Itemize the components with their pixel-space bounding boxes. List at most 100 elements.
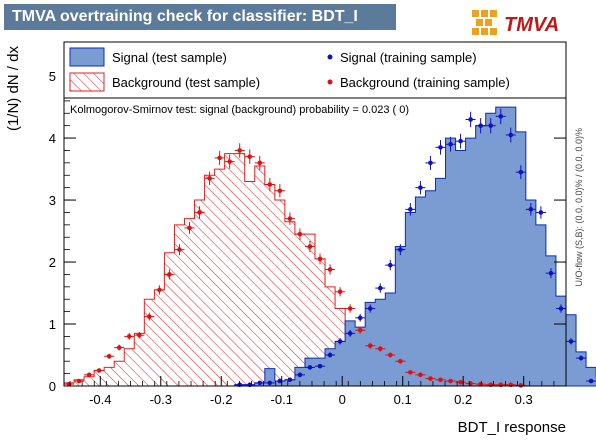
- y-tick-label: 3: [49, 193, 56, 208]
- signal-training-point: [525, 203, 536, 216]
- tmva-logo: TMVA: [470, 8, 590, 40]
- y-tick-label: 2: [49, 255, 56, 270]
- background-training-point: [164, 269, 175, 280]
- background-training-point: [475, 381, 486, 387]
- background-training-point: [425, 376, 436, 381]
- background-training-point: [124, 333, 135, 340]
- background-training-point: [264, 177, 275, 192]
- y-tick-label: 1: [49, 317, 56, 332]
- background-training-point: [134, 331, 145, 339]
- signal-training-point: [535, 206, 546, 219]
- background-training-point: [114, 344, 125, 351]
- y-tick-label: 4: [49, 131, 56, 146]
- x-tick-label: 0.2: [454, 392, 472, 407]
- background-training-point: [254, 155, 265, 170]
- background-training-point: [445, 378, 456, 384]
- signal-training-point: [385, 259, 396, 271]
- background-training-point: [234, 143, 245, 158]
- signal-training-point: [576, 355, 587, 361]
- signal-training-point: [264, 380, 275, 386]
- signal-training-point: [515, 165, 526, 180]
- legend: Signal (test sample) Signal (training sa…: [63, 41, 567, 99]
- y-tick-label: 5: [49, 69, 56, 84]
- background-training-point: [415, 372, 426, 378]
- background-training-point: [94, 368, 105, 373]
- signal-training-point: [395, 244, 406, 256]
- background-training-point: [144, 312, 155, 321]
- background-training-point: [395, 358, 406, 364]
- signal-training-point: [425, 155, 436, 170]
- signal-training-point: [335, 338, 346, 345]
- signal-training-point: [355, 313, 366, 322]
- background-training-point: [104, 353, 115, 359]
- y-axis-label: (1/N) dN / dx: [5, 46, 22, 132]
- signal-training-point: [294, 372, 305, 378]
- legend-entry-background-training: Background (training sample): [327, 75, 510, 90]
- signal-training-point: [304, 365, 315, 370]
- signal-training-point: [566, 338, 577, 345]
- background-training-point: [154, 285, 165, 295]
- ks-test-text: Kolmogorov-Smirnov test: signal (backgro…: [70, 104, 409, 116]
- legend-label-background-training: Background (training sample): [340, 75, 510, 90]
- signal-training-point: [254, 380, 265, 386]
- chart-title: TMVA overtraining check for classifier: …: [4, 4, 396, 30]
- legend-entry-signal-training: Signal (training sample): [327, 50, 477, 65]
- background-training-point: [194, 206, 205, 219]
- signal-training-point: [405, 203, 416, 216]
- x-tick-label: 0: [339, 392, 346, 407]
- background-training-point: [355, 326, 366, 334]
- x-tick-label: -0.4: [89, 392, 111, 407]
- signal-training-point: [345, 329, 356, 337]
- signal-training-point: [445, 136, 456, 152]
- x-tick-label: -0.2: [210, 392, 232, 407]
- signal-training-point: [555, 304, 566, 313]
- signal-training-point: [315, 363, 326, 369]
- background-training-point: [294, 228, 305, 240]
- background-training-point: [184, 222, 195, 234]
- background-training-point: [284, 212, 295, 225]
- x-axis-label: BDT_I response: [458, 419, 566, 436]
- signal-training-point: [475, 118, 486, 134]
- signal-training-point: [325, 352, 336, 358]
- background-training-point: [84, 372, 95, 378]
- signal-training-point: [495, 108, 506, 125]
- signal-training-point: [415, 181, 426, 195]
- signal-training-points: [234, 108, 596, 388]
- background-training-point: [224, 154, 235, 169]
- signal-training-point: [365, 304, 376, 313]
- legend-entry-background-test: Background (test sample): [69, 72, 260, 92]
- background-training-point: [335, 287, 346, 297]
- legend-entry-signal-test: Signal (test sample): [69, 47, 227, 67]
- signal-training-point: [485, 118, 496, 134]
- background-training-point: [435, 377, 446, 383]
- signal-training-point: [455, 133, 466, 149]
- logo-text: TMVA: [504, 14, 560, 36]
- signal-training-point: [586, 378, 596, 384]
- background-training-point: [174, 244, 185, 256]
- x-tick-label: 0.3: [515, 392, 533, 407]
- signal-training-point: [435, 140, 446, 155]
- background-training-point: [214, 150, 225, 166]
- background-training-point: [375, 345, 386, 352]
- background-training-point: [244, 149, 255, 164]
- background-training-point: [274, 184, 285, 198]
- background-training-point: [345, 304, 356, 313]
- background-training-point: [365, 342, 376, 349]
- signal-training-point: [284, 377, 295, 383]
- x-tick-label: -0.3: [150, 392, 172, 407]
- background-training-point: [385, 352, 396, 358]
- y-tick-label: 0: [49, 379, 56, 394]
- signal-training-point: [274, 378, 285, 384]
- legend-label-background-test: Background (test sample): [112, 75, 260, 90]
- signal-training-point: [505, 127, 516, 143]
- background-training-point: [204, 171, 215, 186]
- background-training-point: [325, 264, 336, 275]
- signal-training-point: [375, 283, 386, 293]
- x-tick-label: -0.1: [271, 392, 293, 407]
- x-tick-label: 0.1: [394, 392, 412, 407]
- legend-label-signal-training: Signal (training sample): [340, 50, 477, 65]
- signal-training-point: [465, 111, 476, 128]
- legend-label-signal-test: Signal (test sample): [112, 50, 227, 65]
- background-training-point: [304, 240, 315, 253]
- overflow-note: U/O-flow (S,B): (0.0, 0.0)% / (0.0, 0.0)…: [574, 128, 584, 287]
